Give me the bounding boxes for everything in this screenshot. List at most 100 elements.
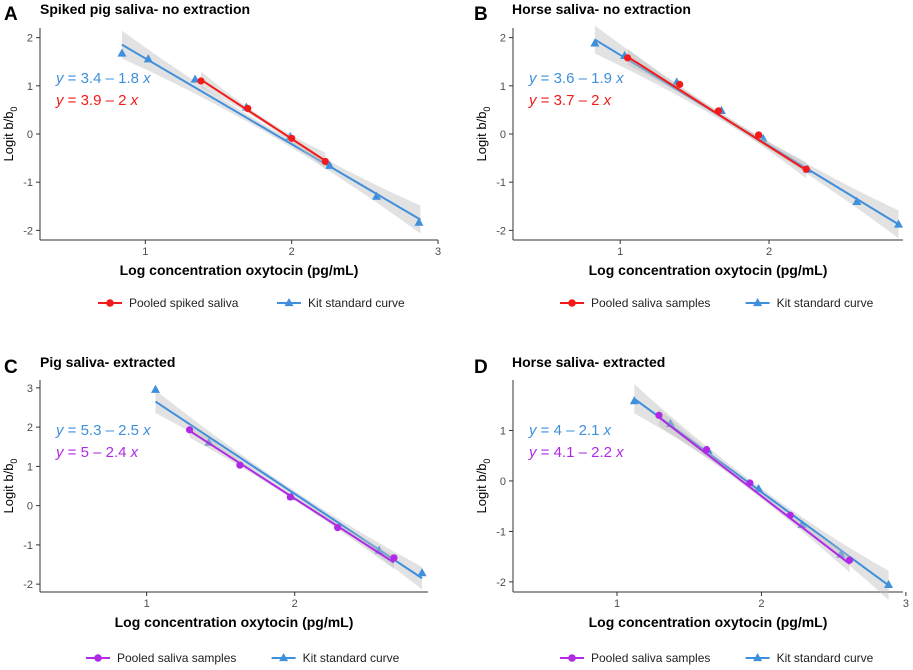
legend-item[interactable]: Kit standard curve (745, 296, 874, 310)
regression-equation: y = 4 – 2.1 x (528, 422, 612, 439)
equation-text: = 4 – 2.1 (537, 422, 604, 439)
legend-item[interactable]: Kit standard curve (745, 651, 874, 665)
data-point-triangle (325, 160, 335, 169)
x-tick-label: 1 (617, 246, 623, 258)
panel-a: A Spiked pig saliva- no extraction -2 -1 0 1 2… (1, 1, 441, 310)
x-tick-label: 3 (903, 598, 909, 610)
equation-variable: x (142, 422, 151, 439)
data-point-circle (746, 479, 754, 487)
data-point-circle (755, 131, 763, 139)
equation-text: = 3.7 – 2 (537, 92, 604, 109)
equation-variable: y (528, 70, 538, 87)
panel-letter: C (4, 357, 18, 378)
equation-text: = 5 – 2.4 (64, 444, 131, 461)
y-axis-label: Logit b/b0 (1, 459, 19, 514)
legend-marker-triangle (284, 297, 294, 307)
series-pooled-spiked-saliva (197, 71, 329, 169)
equation-variable: x (142, 70, 151, 87)
x-axis-label: Log concentration oxytocin (pg/mL) (589, 262, 828, 278)
data-point-circle (286, 493, 294, 501)
equation-variable: y (55, 444, 65, 461)
legend-label: Kit standard curve (303, 651, 400, 665)
data-point-triangle (629, 396, 639, 405)
y-axis-label: Logit b/b0 (1, 107, 19, 162)
data-point-circle (655, 411, 663, 419)
legend-item[interactable]: Kit standard curve (271, 651, 400, 665)
legend-label: Pooled spiked saliva (129, 296, 239, 310)
data-point-triangle (884, 579, 894, 589)
x-axis-label: Log concentration oxytocin (pg/mL) (115, 614, 354, 630)
legend-item[interactable]: Pooled saliva samples (560, 296, 710, 310)
data-point-triangle (894, 219, 904, 228)
legend-label: Kit standard curve (777, 651, 874, 665)
y-tick-label: 1 (500, 425, 506, 437)
data-point-circle (802, 165, 810, 173)
data-point-circle (714, 107, 723, 115)
data-point-circle (390, 554, 398, 562)
legend-item[interactable]: Kit standard curve (277, 296, 405, 310)
x-tick-label: 2 (289, 246, 295, 258)
x-tick-label: 2 (758, 598, 764, 610)
data-point-triangle (590, 38, 600, 47)
y-axis-label-main: Logit b/b (474, 464, 489, 514)
equation-variable: x (130, 444, 139, 461)
equation-variable: y (528, 444, 538, 461)
data-point-circle (321, 157, 329, 166)
x-tick-label: 1 (614, 598, 620, 610)
data-point-circle (676, 80, 684, 88)
data-point-circle (244, 104, 252, 113)
series-pooled-saliva-samples (655, 408, 854, 573)
equation-text: = 3.4 – 1.8 (64, 70, 144, 87)
data-point-circle (702, 446, 711, 454)
regression-equation: y = 5.3 – 2.5 x (55, 422, 151, 439)
data-point-triangle (417, 568, 427, 577)
legend-item[interactable]: Pooled spiked saliva (98, 296, 239, 310)
data-point-circle (236, 461, 244, 469)
data-point-triangle (758, 133, 768, 142)
legend-marker-circle (568, 299, 576, 307)
y-tick-label: 3 (27, 383, 33, 395)
data-point-circle (334, 524, 342, 532)
legend-label: Kit standard curve (777, 296, 874, 310)
y-tick-label: -2 (496, 225, 506, 237)
equation-text: = 4.1 – 2.2 (537, 444, 617, 461)
y-tick-label: 0 (500, 476, 506, 488)
data-point-triangle (151, 384, 161, 393)
data-point-triangle (117, 48, 127, 57)
equation-variable: y (528, 92, 538, 109)
legend: Pooled spiked saliva Kit standard curve (98, 296, 405, 310)
y-axis-label: Logit b/b0 (474, 459, 492, 514)
panel-letter: D (474, 357, 488, 378)
data-point-triangle (852, 196, 862, 206)
panel-b: B Horse saliva- no extraction -2 -1 0 1 2 1 2 Log… (474, 1, 904, 310)
data-point-circle (185, 426, 194, 434)
legend-marker-triangle (753, 652, 763, 662)
data-point-circle (786, 511, 794, 519)
regression-equation: y = 3.7 – 2 x (528, 92, 612, 109)
y-tick-label: 2 (27, 422, 33, 434)
data-point-triangle (414, 217, 424, 226)
equation-variable: x (603, 422, 612, 439)
legend-item[interactable]: Pooled saliva samples (560, 651, 710, 665)
y-axis-label-subscript: 0 (482, 107, 492, 112)
y-axis-label-subscript: 0 (9, 459, 19, 464)
y-tick-label: 1 (27, 81, 33, 93)
x-tick-label: 1 (144, 598, 150, 610)
y-axis-label-subscript: 0 (482, 459, 492, 464)
data-point-circle (624, 54, 632, 62)
panel-title: Horse saliva- extracted (512, 354, 665, 370)
y-axis-label-main: Logit b/b (1, 464, 16, 514)
legend-label: Pooled saliva samples (591, 296, 710, 310)
data-point-circle (845, 556, 854, 564)
y-tick-label: -1 (23, 540, 33, 552)
data-point-circle (288, 134, 296, 142)
legend-item[interactable]: Pooled saliva samples (86, 651, 236, 665)
legend-marker-circle (106, 299, 114, 307)
panel-title: Spiked pig saliva- no extraction (40, 1, 250, 17)
data-point-triangle (754, 484, 764, 493)
fit-line (658, 416, 851, 565)
legend: Pooled saliva samples Kit standard curve (560, 651, 874, 665)
legend: Pooled saliva samples Kit standard curve (86, 651, 400, 665)
fit-line (121, 43, 421, 221)
x-tick-label: 1 (142, 246, 148, 258)
